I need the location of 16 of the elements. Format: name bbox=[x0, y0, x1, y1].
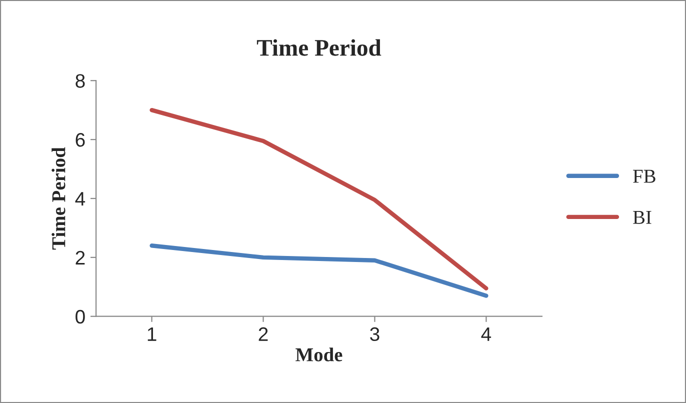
line-series bbox=[150, 244, 488, 298]
y-tick-label: 6 bbox=[76, 133, 85, 147]
y-axis-title: Time Period bbox=[52, 147, 66, 250]
y-tick-label: 2 bbox=[76, 250, 85, 264]
x-tick-label: 4 bbox=[481, 327, 492, 341]
x-tick-label: 1 bbox=[148, 327, 156, 341]
legend-label: FB bbox=[633, 170, 656, 183]
y-tick-label: 0 bbox=[76, 310, 85, 324]
legend-label: BI bbox=[633, 211, 652, 224]
y-tick-label: 4 bbox=[75, 192, 86, 206]
x-tick-label: 2 bbox=[258, 327, 268, 341]
chart-title: Time Period bbox=[256, 39, 382, 56]
x-tick-label: 3 bbox=[370, 327, 380, 342]
line-series bbox=[150, 108, 488, 290]
x-axis-title: Mode bbox=[296, 348, 342, 362]
y-tick-label: 8 bbox=[76, 74, 85, 88]
